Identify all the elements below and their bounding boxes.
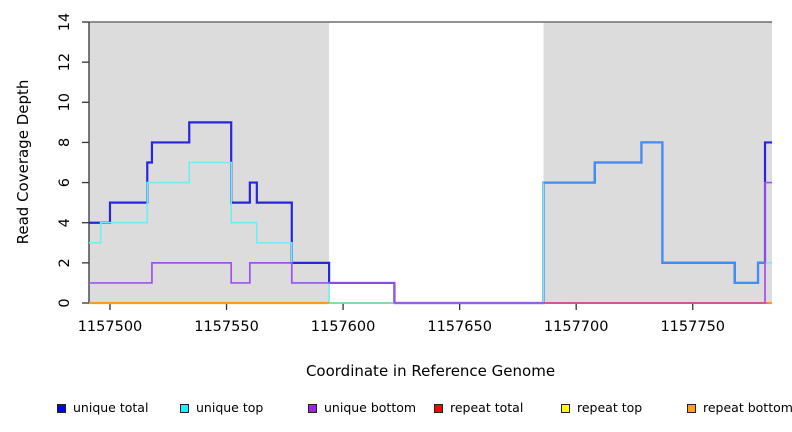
legend-item-repeat-bottom: repeat bottom xyxy=(687,400,792,416)
legend-label: unique bottom xyxy=(324,400,417,415)
y-axis-title: Read Coverage Depth xyxy=(14,79,32,245)
legend-swatch-icon xyxy=(180,403,189,413)
legend-item-unique-bottom: unique bottom xyxy=(308,400,416,416)
y-tick-label: 14 xyxy=(57,13,73,31)
legend-item-repeat-top: repeat top xyxy=(561,400,642,416)
legend-swatch-icon xyxy=(308,403,317,413)
legend-swatch-icon xyxy=(434,403,443,413)
y-tick-label: 6 xyxy=(57,178,73,187)
repeat-region-band xyxy=(543,22,772,303)
legend-swatch-icon xyxy=(561,403,570,413)
legend-item-repeat-total: repeat total xyxy=(434,400,523,416)
x-tick-label: 1157700 xyxy=(544,319,609,335)
y-tick-label: 2 xyxy=(57,258,73,267)
x-tick-label: 1157550 xyxy=(194,319,259,335)
legend-label: unique top xyxy=(196,400,264,415)
legend-item-unique-top: unique top xyxy=(180,400,263,416)
x-tick-label: 1157650 xyxy=(427,319,492,335)
series-line-merged-total-top xyxy=(543,141,766,284)
x-tick-label: 1157600 xyxy=(311,319,376,335)
y-tick-label: 8 xyxy=(57,138,73,147)
x-tick-label: 1157500 xyxy=(78,319,143,335)
legend-swatch-icon xyxy=(687,403,696,413)
y-tick-label: 10 xyxy=(57,93,73,111)
legend-label: unique total xyxy=(73,400,149,415)
y-tick-label: 4 xyxy=(57,218,73,227)
legend-swatch-icon xyxy=(57,403,66,413)
legend-label: repeat bottom xyxy=(703,400,792,415)
y-tick-label: 0 xyxy=(57,298,73,307)
x-axis-title: Coordinate in Reference Genome xyxy=(305,362,556,380)
x-tick-label: 1157750 xyxy=(660,319,725,335)
legend-label: repeat total xyxy=(450,400,524,415)
legend: unique total unique top unique bottom repea… xyxy=(0,400,792,422)
y-tick-label: 12 xyxy=(57,53,73,71)
legend-label: repeat top xyxy=(577,400,643,415)
legend-item-unique-total: unique total xyxy=(57,400,148,416)
